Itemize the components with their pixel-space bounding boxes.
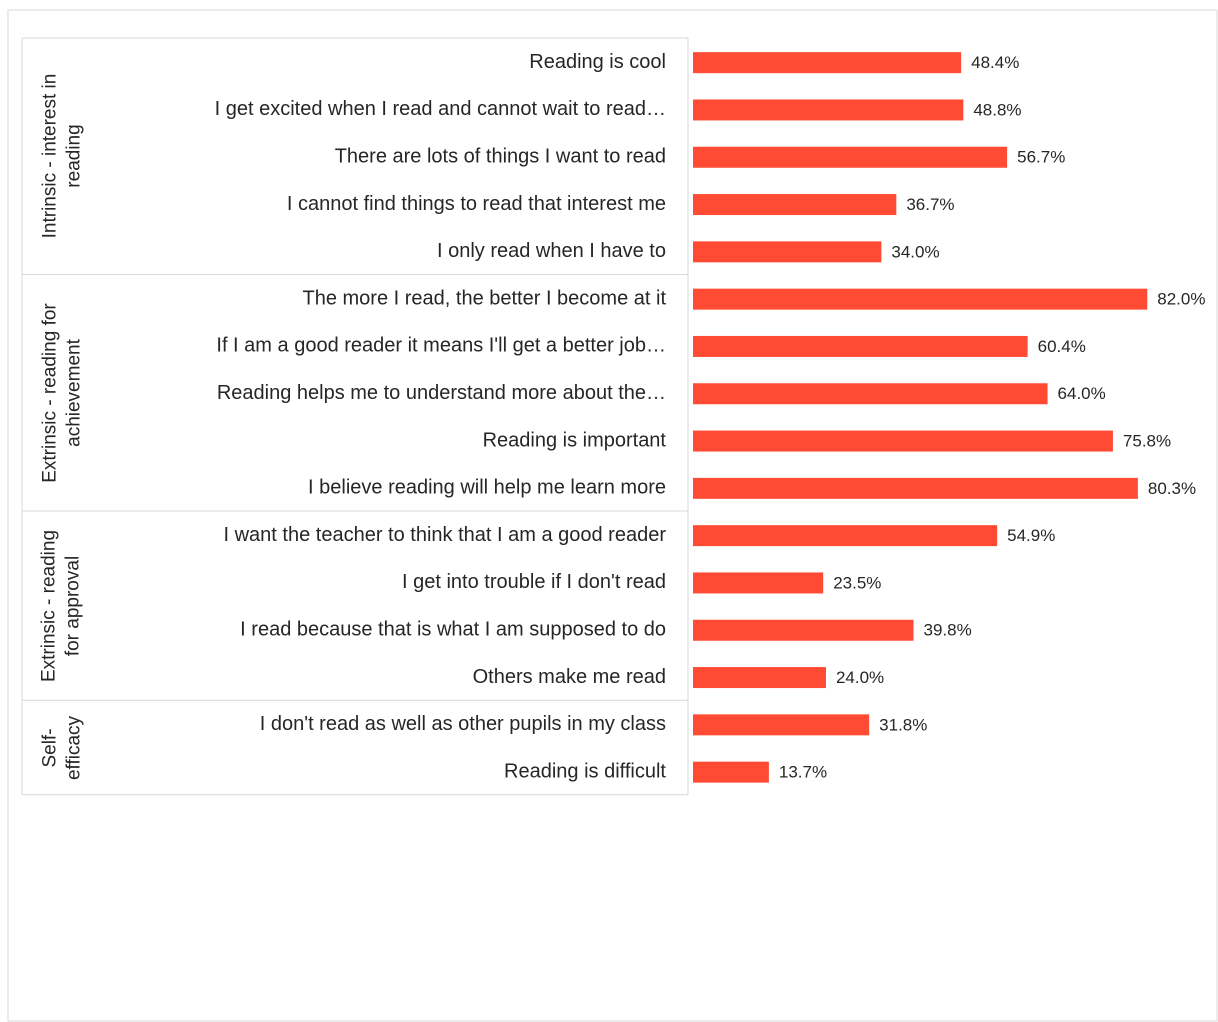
- value-label: 34.0%: [891, 242, 939, 261]
- group-label: Self-efficacy: [38, 715, 84, 780]
- category-label: The more I read, the better I become at …: [302, 287, 666, 309]
- value-label: 36.7%: [906, 195, 954, 214]
- category-label: I get into trouble if I don't read: [402, 571, 666, 593]
- category-label: I read because that is what I am suppose…: [240, 619, 666, 641]
- value-label: 48.4%: [971, 53, 1019, 72]
- category-label: Reading helps me to understand more abou…: [217, 382, 666, 404]
- bar: [693, 288, 1148, 310]
- bar: [693, 99, 964, 121]
- frame: [7, 9, 1218, 1022]
- category-label: There are lots of things I want to read: [335, 146, 666, 168]
- group-label: Intrinsic - interest in reading: [39, 73, 84, 239]
- bar: [693, 430, 1113, 452]
- bar: [693, 761, 769, 783]
- bar: [693, 667, 826, 689]
- group-label: Extrinsic - reading for achievement: [39, 303, 84, 483]
- value-label: 75.8%: [1123, 432, 1171, 451]
- value-label: 24.0%: [836, 668, 884, 687]
- bar: [693, 52, 962, 74]
- bar: [693, 619, 914, 641]
- bar: [693, 477, 1138, 499]
- value-label: 80.3%: [1148, 479, 1196, 498]
- value-label: 60.4%: [1038, 337, 1086, 356]
- group-label: Extrinsic - reading for approval: [39, 529, 84, 682]
- value-label: 54.9%: [1007, 526, 1055, 545]
- category-label: Others make me read: [473, 666, 666, 688]
- bar: [693, 335, 1028, 357]
- bar: [693, 146, 1008, 168]
- value-label: 31.8%: [879, 715, 927, 734]
- bar: [693, 572, 824, 594]
- category-label: I only read when I have to: [437, 240, 666, 262]
- bar: [693, 525, 998, 547]
- category-label: If I am a good reader it means I'll get …: [216, 335, 666, 357]
- bar: [693, 194, 897, 216]
- category-label: Reading is important: [483, 429, 667, 451]
- category-label: I cannot find things to read that intere…: [287, 193, 666, 215]
- value-label: 56.7%: [1017, 148, 1065, 167]
- value-label: 23.5%: [833, 573, 881, 592]
- category-label: I don't read as well as other pupils in …: [260, 713, 666, 735]
- bar: [693, 714, 870, 736]
- value-label: 13.7%: [779, 763, 827, 782]
- category-label: I get excited when I read and cannot wai…: [215, 98, 666, 120]
- category-label: I believe reading will help me learn mor…: [308, 477, 666, 499]
- category-label: Reading is difficult: [504, 760, 666, 782]
- category-label: I want the teacher to think that I am a …: [224, 524, 667, 546]
- category-label: Reading is cool: [529, 51, 666, 73]
- value-label: 64.0%: [1058, 384, 1106, 403]
- value-label: 48.8%: [973, 100, 1021, 119]
- value-label: 82.0%: [1157, 290, 1205, 309]
- value-label: 39.8%: [923, 621, 971, 640]
- bar: [693, 383, 1048, 405]
- bar: [693, 241, 882, 263]
